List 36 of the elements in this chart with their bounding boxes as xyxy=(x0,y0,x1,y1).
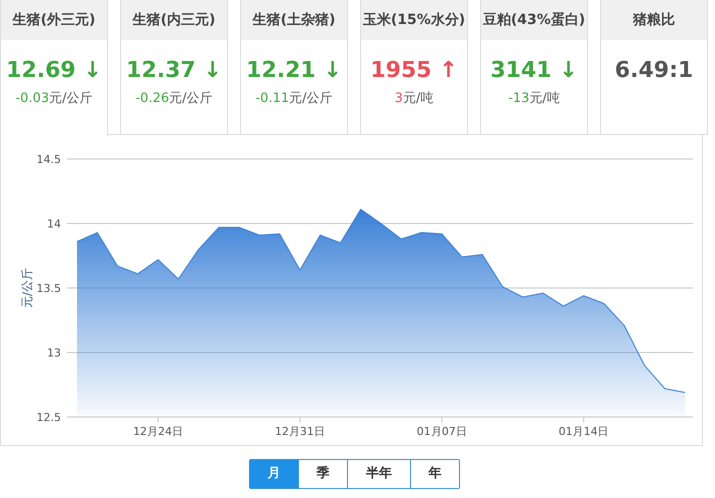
text: -13 xyxy=(508,91,530,106)
text: 12.37 ↓ xyxy=(125,58,223,83)
x-tick-label: 01月14日 xyxy=(558,425,609,438)
text: 豆粕(43%蛋白) xyxy=(481,0,587,40)
text: 元/吨 xyxy=(529,91,560,106)
text: 3 xyxy=(394,91,403,106)
text: 元/公斤 xyxy=(289,91,333,106)
text: -0.11 xyxy=(255,91,290,106)
y-tick-label: 12.5 xyxy=(36,411,61,424)
text: 玉米(15%水分) xyxy=(361,0,467,40)
x-tick-label: 12月31日 xyxy=(274,425,325,438)
y-tick-label: 13.5 xyxy=(36,282,61,295)
text: 生猪(外三元) xyxy=(1,0,107,40)
text: 生猪(内三元) xyxy=(121,0,227,40)
text: 生猪(土杂猪) xyxy=(241,0,347,40)
x-tick-label: 12月24日 xyxy=(133,425,184,438)
text: 12.21 ↓ xyxy=(245,58,343,83)
category-label: 半年 xyxy=(347,460,410,488)
y-tick-label: 14 xyxy=(47,218,61,230)
text: 6.49:1 xyxy=(614,58,694,83)
text: 3141 ↓ xyxy=(489,58,579,83)
y-tick-label: 14.5 xyxy=(36,153,61,166)
y-tick-label: 13 xyxy=(47,346,61,360)
category-label: 年 xyxy=(410,460,459,488)
category-label: 季 xyxy=(298,460,347,488)
text: 猪粮比 xyxy=(601,0,707,40)
text: 1955 ↑ xyxy=(369,58,459,83)
text: -0.03 xyxy=(15,91,50,106)
y-axis-title: 元/公斤 xyxy=(20,268,34,308)
text: -0.26 xyxy=(135,91,170,106)
category-label: 月 xyxy=(250,460,298,488)
text: 12.69 ↓ xyxy=(5,58,103,83)
text: 元/公斤 xyxy=(49,91,93,106)
text: 元/吨 xyxy=(402,91,434,106)
x-tick-label: 01月07日 xyxy=(416,425,467,438)
text: 元/公斤 xyxy=(169,91,213,106)
